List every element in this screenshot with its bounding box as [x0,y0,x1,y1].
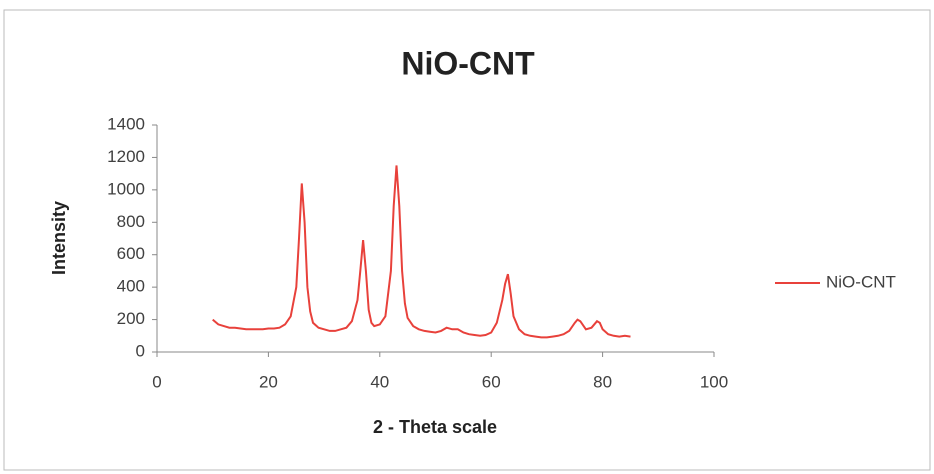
chart-border [3,9,931,471]
x-tick-label: 0 [152,372,161,391]
x-axis-title: 2 - Theta scale [373,417,497,437]
x-tick-label: 40 [370,372,389,391]
x-tick-label: 80 [593,372,612,391]
y-tick-label: 200 [117,309,145,328]
x-tick-label: 20 [259,372,278,391]
y-tick-label: 0 [136,341,145,360]
y-tick-label: 1200 [107,147,145,166]
y-tick-label: 800 [117,212,145,231]
legend-label: NiO-CNT [826,272,896,291]
data-line [212,165,631,339]
y-tick-label: 1400 [107,114,145,133]
y-tick-label: 400 [117,277,145,296]
y-tick-label: 600 [117,244,145,263]
chart-title: NiO-CNT [401,45,535,81]
x-tick-label: 100 [700,372,728,391]
y-axis-title: Intensity [49,201,69,275]
x-tick-label: 60 [482,372,501,391]
y-tick-label: 1000 [107,179,145,198]
